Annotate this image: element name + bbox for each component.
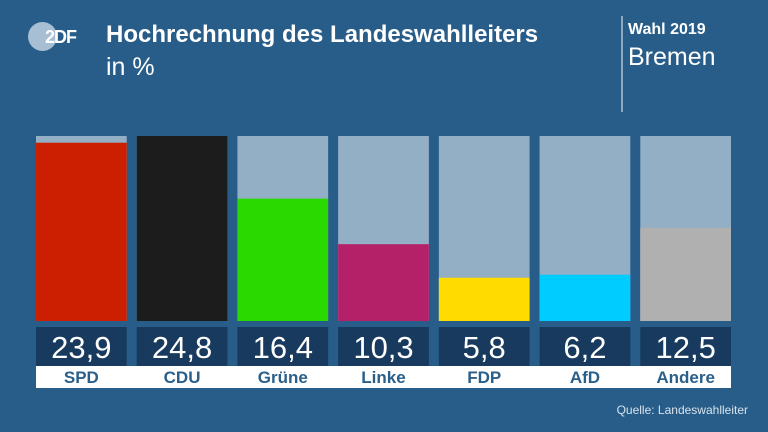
value-box <box>36 327 127 366</box>
bar-spd <box>36 142 127 321</box>
value-box <box>539 327 631 366</box>
value-box <box>338 327 429 366</box>
data-label: 12,5 <box>655 330 715 365</box>
data-label: 5,8 <box>463 330 506 365</box>
value-box <box>136 327 228 366</box>
zdf-logo: 2DF <box>28 22 88 52</box>
label-strip <box>36 366 731 388</box>
chart-title: Hochrechnung des Landeswahlleiters <box>106 21 539 48</box>
data-label: 10,3 <box>353 330 413 365</box>
region-label: Bremen <box>628 43 716 71</box>
data-label: 6,2 <box>563 330 606 365</box>
value-box <box>237 327 329 366</box>
category-label: CDU <box>164 368 201 387</box>
logo-text: 2DF <box>45 27 77 47</box>
chart-subtitle: in % <box>106 53 155 81</box>
value-box <box>438 327 530 366</box>
bar-fdp <box>438 277 530 321</box>
source-note: Quelle: Landeswahlleiter <box>616 403 748 417</box>
value-box <box>640 327 731 366</box>
bar-afd <box>539 274 631 321</box>
data-label: 23,9 <box>51 330 111 365</box>
category-label: FDP <box>467 368 501 387</box>
category-label: Grüne <box>258 368 308 387</box>
category-label: Andere <box>656 368 715 387</box>
category-label: Linke <box>361 368 405 387</box>
data-label: 24,8 <box>152 330 212 365</box>
bar-grüne <box>237 198 329 321</box>
logo-circle-icon <box>28 22 57 51</box>
category-label: AfD <box>570 368 600 387</box>
category-label: SPD <box>64 368 99 387</box>
data-label: 16,4 <box>253 330 313 365</box>
bar-cdu <box>136 136 228 321</box>
bar-andere <box>640 227 731 321</box>
bar-linke <box>338 244 429 321</box>
header-divider <box>621 16 623 112</box>
election-label: Wahl 2019 <box>628 21 706 38</box>
